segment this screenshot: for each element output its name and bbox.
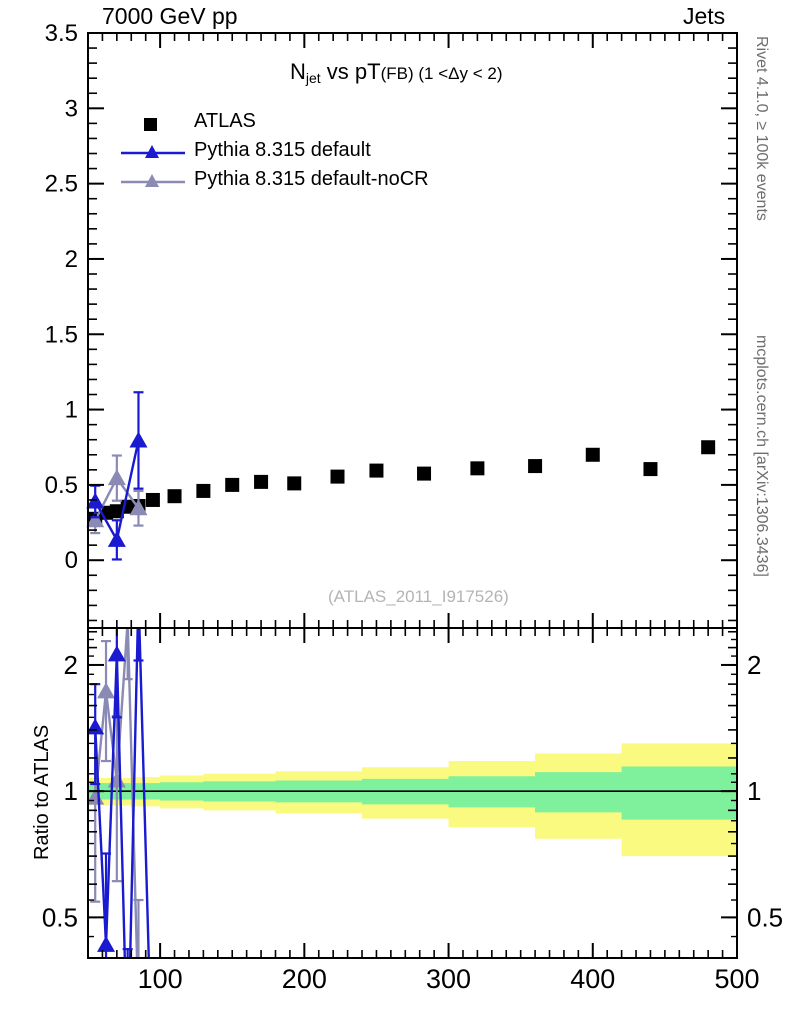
ratio-line	[94, 628, 150, 958]
data-point-mc	[86, 511, 105, 528]
data-point-atlas	[330, 469, 345, 484]
x-tick-label: 100	[138, 964, 183, 994]
plot-title: Njet vs pT(FB) (1 <Δy < 2)	[290, 59, 503, 86]
x-tick-label: 300	[426, 964, 471, 994]
legend-marker-pythia-default	[121, 145, 185, 158]
title-qualifier: (FB) (1 <Δy < 2)	[380, 64, 503, 83]
data-point-mc	[129, 431, 148, 448]
data-point-atlas	[167, 489, 182, 504]
title-rest: vs pT	[320, 59, 381, 84]
y-tick-label: 3.5	[45, 20, 78, 47]
ratio-data-point	[97, 935, 116, 952]
data-point-atlas	[254, 474, 269, 489]
data-point-atlas	[109, 504, 124, 519]
legend-label: Pythia 8.315 default-noCR	[194, 168, 429, 190]
header-right-label: Jets	[683, 3, 726, 29]
analysis-watermark: (ATLAS_2011_I917526)	[328, 587, 509, 606]
ratio-y-tick-label: 2	[747, 650, 761, 680]
ratio-y-tick-label: 2	[64, 650, 78, 680]
ratio-y-tick-label: 0.5	[42, 902, 78, 932]
legend-label: ATLAS	[194, 110, 256, 132]
ratio-line	[94, 628, 139, 958]
y-tick-label: 1	[65, 397, 78, 424]
x-tick-label: 200	[282, 964, 327, 994]
y-tick-label: 2	[65, 246, 78, 273]
y-tick-label: 3	[65, 95, 78, 122]
ratio-y-tick-label: 0.5	[747, 902, 783, 932]
title-main: N	[290, 59, 306, 84]
x-tick-label: 500	[714, 964, 759, 994]
y-tick-label: 0.5	[45, 472, 78, 499]
data-point-mc	[107, 469, 126, 486]
data-point-atlas	[196, 483, 211, 498]
ratio-y-tick-label: 1	[64, 776, 78, 806]
x-tick-label: 400	[570, 964, 615, 994]
data-point-atlas	[369, 463, 384, 478]
data-point-atlas	[145, 492, 160, 507]
data-point-mc	[129, 499, 148, 516]
header-left-label: 7000 GeV pp	[102, 3, 238, 29]
ratio-panel-frame	[87, 627, 738, 959]
y-tick-label: 1.5	[45, 321, 78, 348]
data-point-atlas	[585, 447, 600, 462]
title-subscript: jet	[305, 70, 321, 86]
ratio-data-point	[129, 585, 147, 601]
data-point-atlas	[643, 462, 658, 477]
legend-label: Pythia 8.315 default	[194, 139, 371, 161]
data-point-mc	[107, 530, 126, 547]
data-point-atlas	[417, 466, 432, 481]
data-point-atlas	[225, 477, 240, 492]
ratio-data-point	[119, 612, 137, 628]
y-tick-label: 2.5	[45, 171, 78, 198]
data-point-atlas	[287, 476, 302, 491]
data-point-atlas	[528, 459, 543, 474]
ratio-y-tick-label: 1	[747, 776, 761, 806]
ratio-band-inner	[88, 766, 737, 820]
y-tick-label: 0	[65, 547, 78, 574]
data-point-atlas	[470, 461, 485, 476]
ratio-data-point	[107, 645, 126, 662]
legend-marker-atlas	[144, 118, 157, 131]
data-point-atlas	[701, 440, 716, 455]
ratio-data-point	[129, 1001, 147, 1017]
ratio-data-point	[97, 682, 116, 699]
legend-marker-pythia-nocr	[121, 174, 185, 187]
